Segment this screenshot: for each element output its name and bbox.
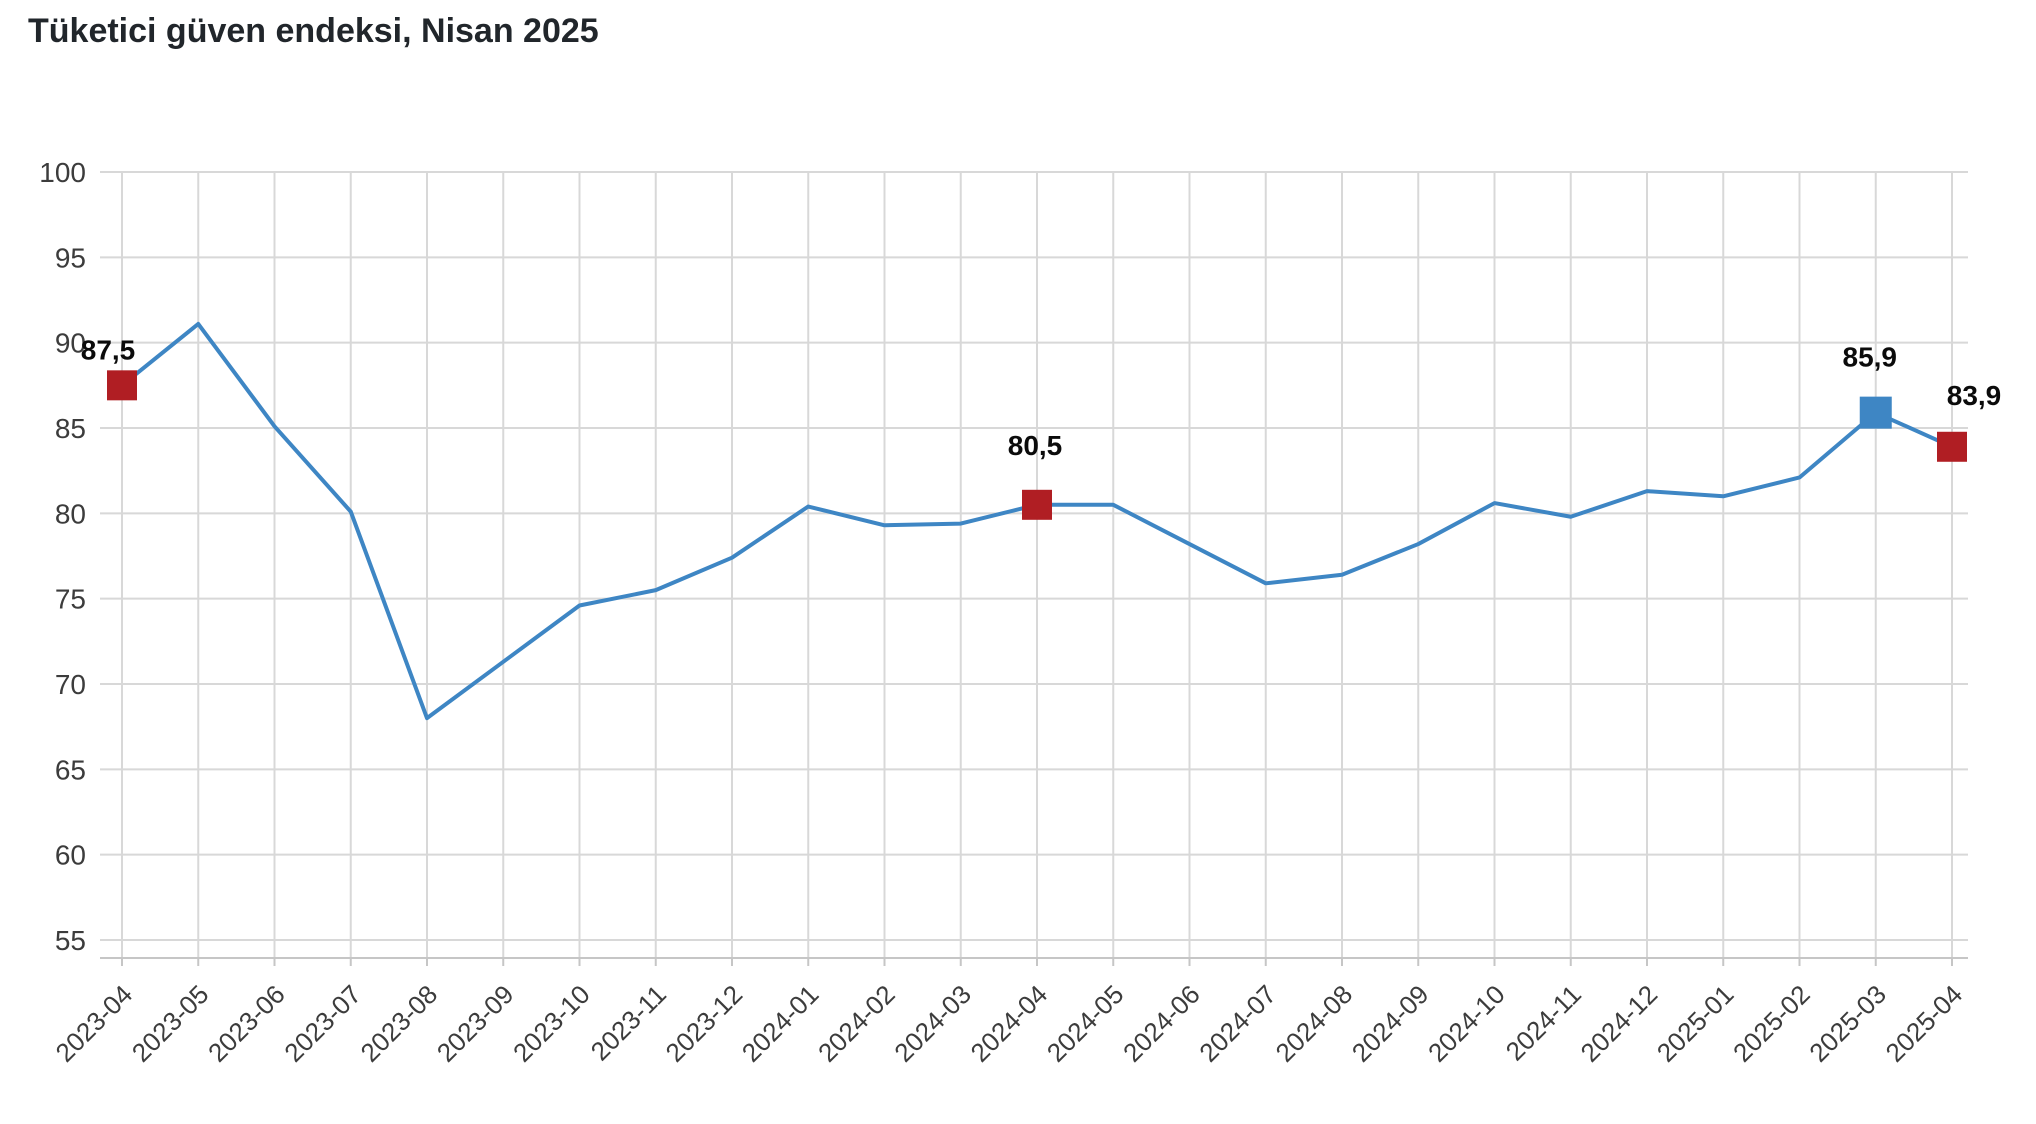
x-axis-tick-label: 2024-04 <box>965 979 1054 1068</box>
x-axis-tick-label: 2024-05 <box>1041 979 1130 1068</box>
x-axis-tick-label: 2024-11 <box>1500 979 1587 1066</box>
data-label-2023-04: 87,5 <box>81 334 136 365</box>
data-label-2025-04: 83,9 <box>1947 380 2002 411</box>
x-axis-tick-label: 2023-05 <box>126 979 215 1068</box>
y-axis-tick-label: 70 <box>55 669 86 700</box>
x-axis-tick-label: 2023-08 <box>355 979 444 1068</box>
x-axis-tick-label: 2024-02 <box>812 979 901 1068</box>
x-axis-tick-label: 2024-10 <box>1422 979 1511 1068</box>
y-axis-tick-label: 90 <box>55 328 86 359</box>
x-axis-tick-label: 2024-03 <box>888 979 977 1068</box>
x-axis-tick-label: 2025-03 <box>1803 979 1892 1068</box>
marker-2024-04 <box>1022 489 1052 520</box>
x-axis-tick-label: 2024-12 <box>1575 979 1664 1068</box>
marker-2023-04 <box>107 370 137 401</box>
chart-title: Tüketici güven endeksi, Nisan 2025 <box>28 12 599 50</box>
x-axis-tick-label: 2024-09 <box>1346 979 1435 1068</box>
x-axis-tick-label: 2023-06 <box>202 979 291 1068</box>
x-axis-tick-label: 2024-06 <box>1117 979 1206 1068</box>
y-axis-tick-label: 75 <box>55 584 86 615</box>
y-axis-tick-label: 95 <box>55 242 86 273</box>
x-axis-tick-label: 2023-09 <box>431 979 520 1068</box>
x-axis-tick-label: 2023-04 <box>50 979 139 1068</box>
y-axis-tick-label: 80 <box>55 498 86 529</box>
x-axis-tick-label: 2024-01 <box>736 979 825 1068</box>
marker-2025-04 <box>1937 431 1967 462</box>
x-axis-tick-label: 2023-10 <box>507 979 596 1068</box>
marker-2025-03 <box>1859 396 1892 429</box>
x-axis-tick-label: 2024-08 <box>1270 979 1359 1068</box>
data-label-2024-04: 80,5 <box>1008 430 1063 461</box>
x-axis-tick-label: 2025-02 <box>1727 979 1816 1068</box>
x-axis-tick-label: 2023-07 <box>278 979 367 1068</box>
y-axis-tick-label: 100 <box>39 157 86 188</box>
y-axis-tick-label: 60 <box>55 840 86 871</box>
x-axis-tick-label: 2023-11 <box>585 979 672 1066</box>
y-axis-tick-label: 55 <box>55 925 86 956</box>
x-axis-tick-label: 2025-04 <box>1880 979 1969 1068</box>
x-axis-tick-label: 2024-07 <box>1193 979 1282 1068</box>
x-axis-tick-label: 2023-12 <box>660 979 749 1068</box>
y-axis-tick-label: 65 <box>55 754 86 785</box>
data-label-2025-03: 85,9 <box>1843 342 1898 373</box>
y-axis-tick-label: 85 <box>55 413 86 444</box>
x-axis-tick-label: 2025-01 <box>1651 979 1740 1068</box>
